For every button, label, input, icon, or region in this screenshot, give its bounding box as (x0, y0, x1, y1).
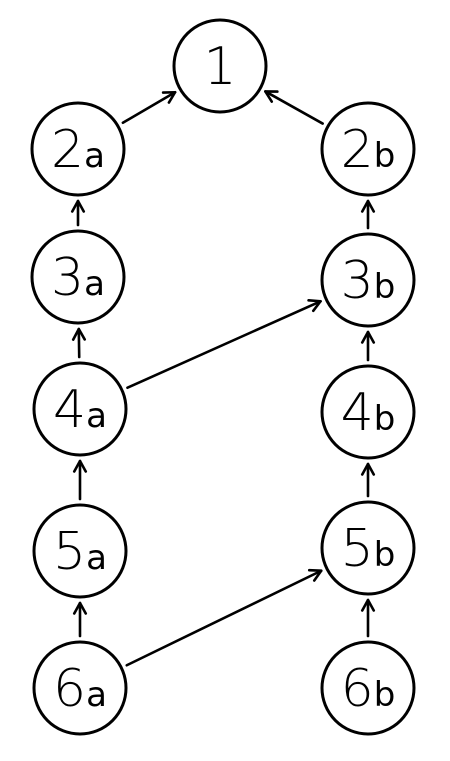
node-circle (30, 101, 126, 197)
node-circle (30, 229, 126, 325)
node-suffix: b (374, 535, 396, 575)
node-5b: 5b (320, 500, 416, 596)
node-suffix: a (86, 538, 107, 578)
node-label: 6b (341, 659, 396, 719)
edge-6a-to-5b (125, 568, 323, 667)
edge-2b-to-1 (264, 90, 324, 125)
node-label: 5b (341, 519, 396, 579)
node-number: 3 (51, 248, 84, 308)
node-circle (32, 361, 128, 457)
node-4a: 4a (32, 361, 128, 457)
arrowhead (71, 327, 86, 341)
node-label: 5a (53, 522, 107, 582)
edge-4a-to-3b (126, 299, 322, 390)
node-suffix: a (84, 136, 105, 176)
node-number: 1 (203, 37, 236, 97)
arrowhead (360, 330, 376, 344)
node-suffix: b (374, 675, 396, 715)
arrowhead (307, 568, 323, 582)
node-number: 3 (341, 251, 374, 311)
node-3b: 3b (320, 232, 416, 328)
node-number: 5 (341, 519, 374, 579)
arrowhead (161, 90, 177, 104)
node-5a: 5a (32, 503, 128, 599)
node-label: 4a (53, 380, 107, 440)
node-label: 2a (51, 120, 105, 180)
edge-line (125, 569, 323, 667)
arrowhead (264, 90, 279, 103)
node-circle (32, 503, 128, 599)
node-label: 4b (341, 383, 396, 443)
edge-line (121, 90, 177, 125)
edge-line (264, 90, 324, 125)
arrowhead (72, 601, 88, 615)
arrowhead (70, 199, 86, 213)
node-label: 1 (203, 37, 236, 97)
node-circle (320, 101, 416, 197)
node-suffix: b (374, 267, 396, 307)
node-1: 1 (172, 18, 268, 114)
node-circle (320, 500, 416, 596)
edge-5b-to-4b (360, 462, 376, 498)
node-suffix: a (86, 675, 107, 715)
edge-6b-to-5b (360, 598, 376, 638)
node-label: 3b (341, 251, 396, 311)
node-suffix: a (86, 396, 107, 436)
node-6a: 6a (32, 640, 128, 736)
node-number: 6 (53, 659, 86, 719)
edge-4b-to-3b (360, 330, 376, 362)
arrowhead (360, 598, 376, 612)
node-number: 5 (53, 522, 86, 582)
edge-4a-to-3a (71, 327, 86, 359)
node-number: 6 (341, 659, 374, 719)
arrowhead (307, 299, 322, 313)
node-number: 2 (51, 120, 84, 180)
arrowhead (360, 462, 376, 476)
node-circle (320, 364, 416, 460)
edge-6a-to-5a (72, 601, 88, 638)
node-number: 4 (53, 380, 86, 440)
node-number: 4 (341, 383, 374, 443)
node-6b: 6b (320, 640, 416, 736)
edges-layer (70, 90, 376, 667)
node-circle (32, 640, 128, 736)
node-2a: 2a (30, 101, 126, 197)
arrowhead (360, 199, 376, 213)
node-circle (320, 640, 416, 736)
node-3a: 3a (30, 229, 126, 325)
node-circle (172, 18, 268, 114)
edge-line (126, 299, 322, 390)
node-number: 2 (341, 120, 374, 180)
edge-3b-to-2b (360, 199, 376, 230)
node-label: 2b (341, 120, 396, 180)
edge-2a-to-1 (121, 90, 177, 125)
node-label: 6a (53, 659, 107, 719)
node-suffix: a (84, 264, 105, 304)
node-suffix: b (374, 136, 396, 176)
node-4b: 4b (320, 364, 416, 460)
arrowhead (72, 459, 88, 473)
edge-5a-to-4a (72, 459, 88, 501)
node-circle (320, 232, 416, 328)
node-2b: 2b (320, 101, 416, 197)
node-suffix: b (374, 399, 396, 439)
node-label: 3a (51, 248, 105, 308)
edge-3a-to-2a (70, 199, 86, 227)
